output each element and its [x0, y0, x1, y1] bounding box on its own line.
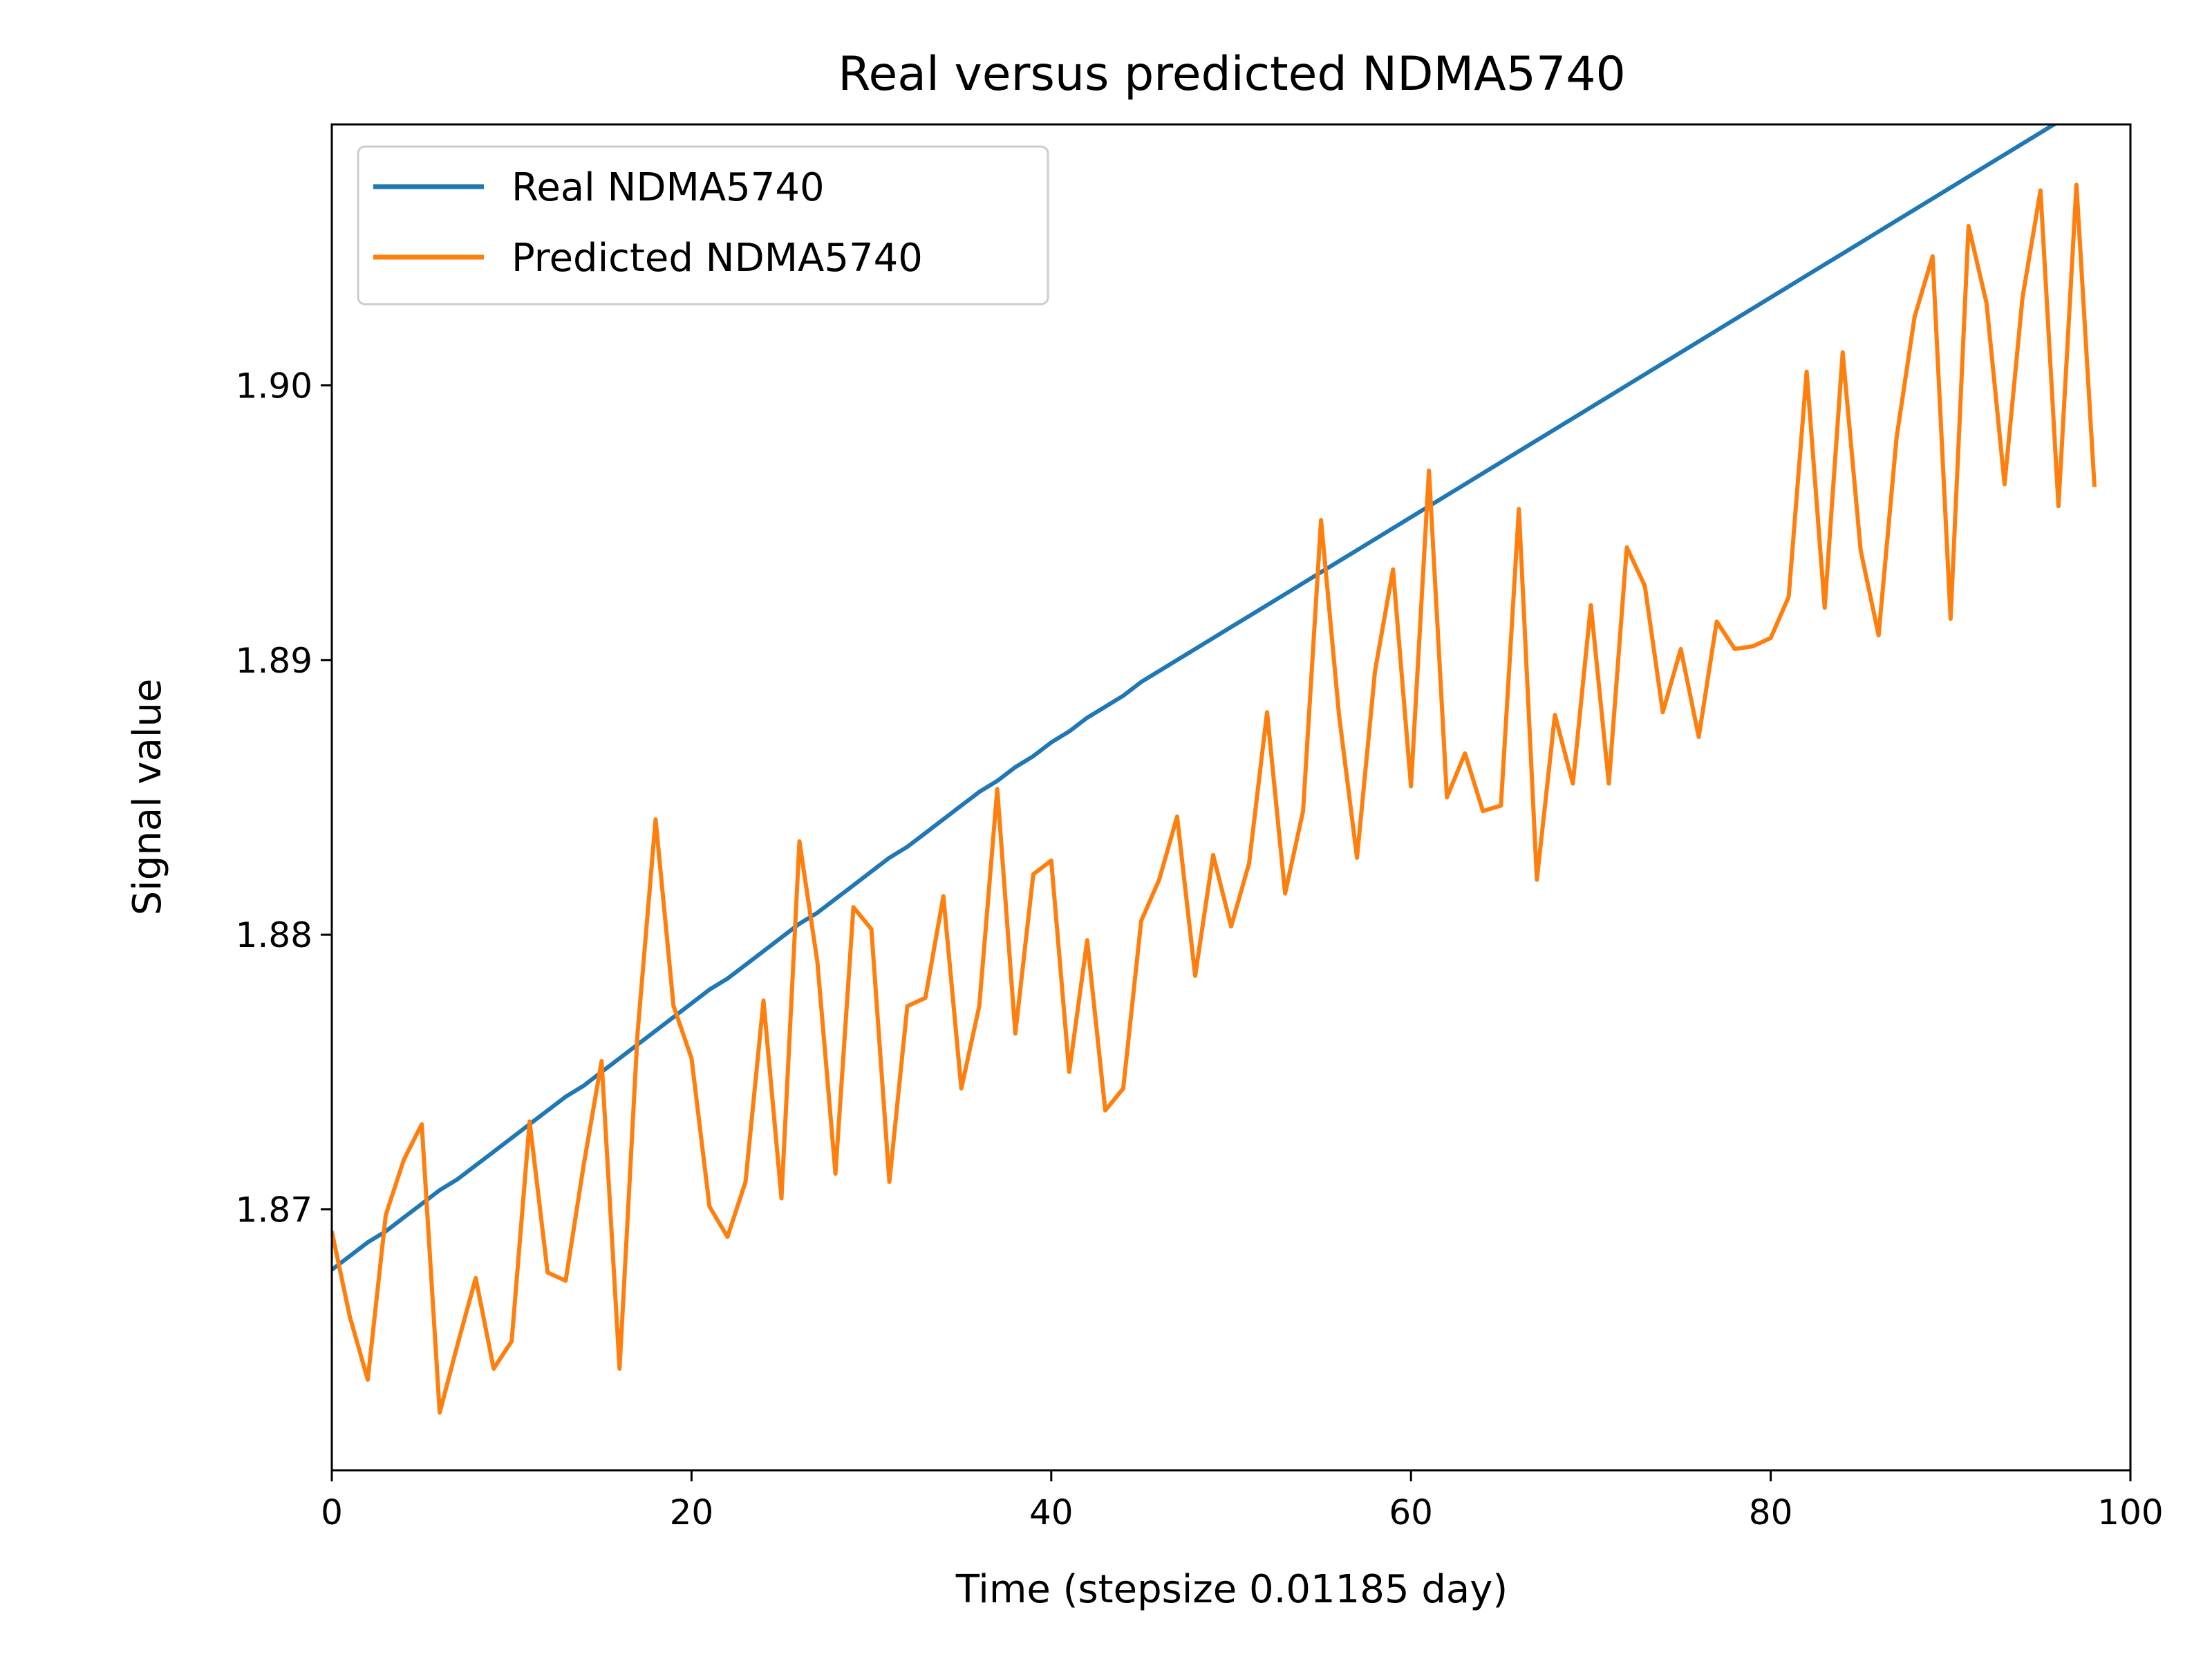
y-axis-label: Signal value	[125, 679, 170, 916]
x-axis: 0 20 40 60 80 100	[321, 1470, 2164, 1533]
y-tick-label: 1.90	[236, 366, 312, 406]
series-layer	[332, 124, 2097, 1415]
plot-frame	[330, 123, 2132, 1472]
x-tick-label: 40	[1029, 1492, 1074, 1533]
legend: Real NDMA5740 Predicted NDMA5740	[357, 145, 1049, 306]
x-tick-label: 100	[2097, 1492, 2163, 1533]
series-line-predicted	[332, 182, 2097, 1415]
x-tick-label: 80	[1749, 1492, 1793, 1533]
legend-label-predicted: Predicted NDMA5740	[512, 236, 923, 281]
x-tick-label: 20	[670, 1492, 714, 1533]
legend-label-real: Real NDMA5740	[512, 165, 825, 210]
x-axis-label: Time (stepsize 0.01185 day)	[955, 1567, 1508, 1612]
plot-area	[332, 124, 2097, 1415]
y-tick-label: 1.89	[236, 641, 312, 681]
y-tick-label: 1.88	[236, 915, 312, 955]
legend-box	[357, 145, 1049, 306]
y-tick-label: 1.87	[236, 1190, 312, 1230]
x-tick-label: 60	[1389, 1492, 1433, 1533]
y-axis: 1.87 1.88 1.89 1.90	[236, 366, 332, 1230]
chart-title: Real versus predicted NDMA5740	[838, 47, 1625, 102]
series-line-real	[332, 124, 2059, 1272]
x-tick-label: 0	[321, 1492, 343, 1533]
